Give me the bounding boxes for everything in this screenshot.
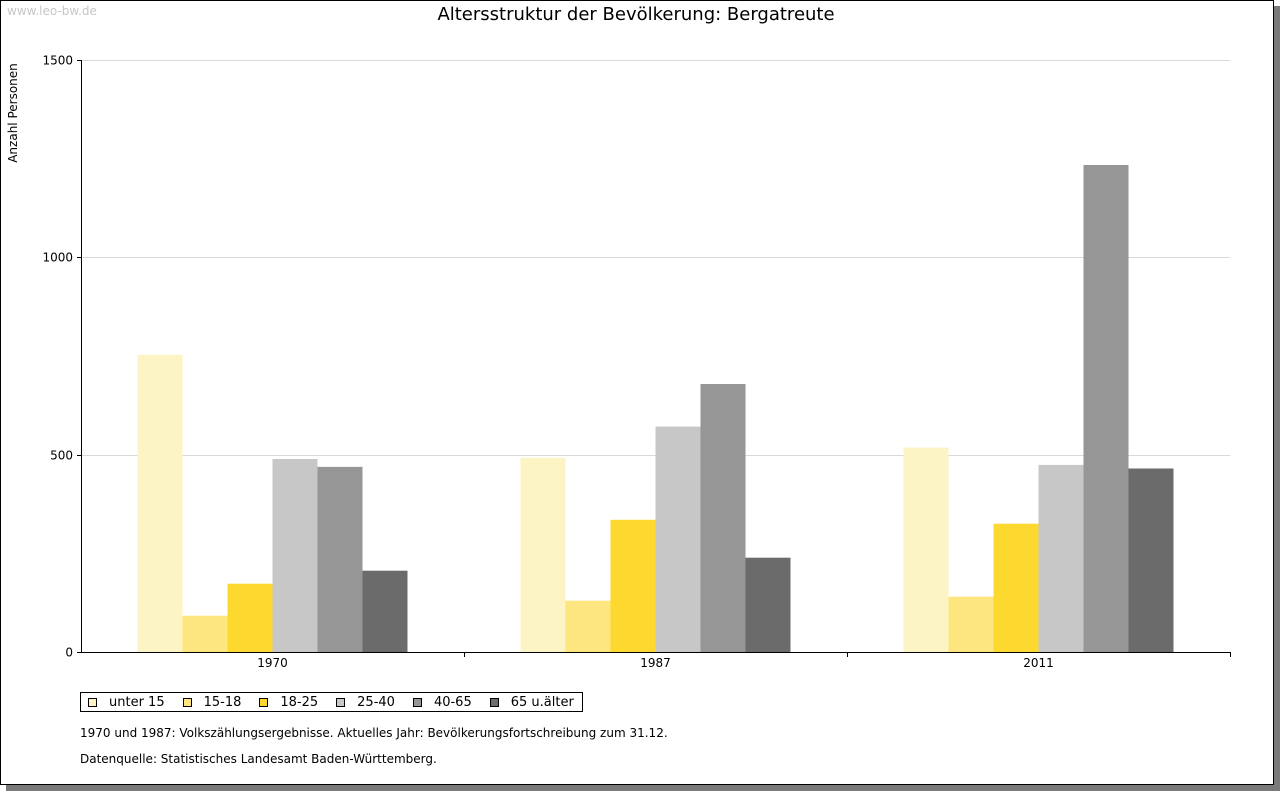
- bar-1970-15-18: [182, 615, 228, 652]
- bar-2011-18-25: [993, 523, 1039, 652]
- bar-1970-65-u-lter: [362, 570, 408, 652]
- bar-1970-unter-15: [137, 354, 183, 652]
- bar-2011-65-u-lter: [1128, 468, 1174, 652]
- legend-item-18-25: 18-25: [259, 695, 318, 710]
- bar-1987-40-65: [700, 384, 746, 652]
- legend-item-25-40: 25-40: [336, 695, 395, 710]
- legend-swatch: [336, 697, 346, 707]
- legend-swatch: [489, 697, 499, 707]
- legend-label: 25-40: [357, 694, 395, 710]
- bar-2011-unter-15: [903, 447, 949, 652]
- bar-1987-15-18: [565, 600, 611, 652]
- legend: unter 15 15-18 18-25 25-40 40-65 65 u.älter: [80, 692, 583, 712]
- y-tick-label-1000: 1000: [42, 251, 73, 265]
- legend-item-unter-15: unter 15: [88, 695, 165, 710]
- bar-1987-25-40: [655, 426, 701, 652]
- legend-item-40-65: 40-65: [412, 694, 472, 710]
- legend-item-15-18: 15-18: [182, 694, 242, 710]
- y-tick-label-1500: 1500: [42, 54, 73, 68]
- legend-swatch: [88, 697, 97, 707]
- bar-1987-65-u-lter: [745, 557, 791, 652]
- chart-title: Altersstruktur der Bevölkerung: Bergatre…: [437, 4, 835, 25]
- footnote-data-basis: 1970 und 1987: Volkszählungsergebnisse. …: [80, 726, 668, 740]
- legend-swatch: [182, 697, 192, 707]
- bar-1970-25-40: [272, 459, 318, 652]
- x-tick-label-2011: 2011: [1023, 656, 1054, 670]
- watermark: www.leo-bw.de: [7, 4, 97, 18]
- x-tick-label-1987: 1987: [640, 656, 671, 670]
- legend-label: 18-25: [280, 694, 319, 710]
- legend-label: 65 u.älter: [510, 694, 574, 710]
- legend-label: 40-65: [433, 694, 472, 710]
- bar-1987-18-25: [610, 519, 656, 652]
- bar-2011-15-18: [948, 596, 994, 652]
- legend-item-65-u-lter: 65 u.älter: [489, 694, 574, 710]
- bar-chart: 0 500 1000 1500 1970 1987 2011: [42, 54, 1231, 670]
- x-tick-label-1970: 1970: [257, 656, 288, 670]
- y-tick-label-500: 500: [50, 449, 73, 463]
- legend-swatch: [412, 697, 422, 707]
- legend-label: 15-18: [203, 694, 242, 710]
- bar-1987-unter-15: [520, 457, 566, 652]
- bar-1970-18-25: [227, 583, 273, 652]
- y-tick-label-0: 0: [65, 646, 73, 660]
- bar-2011-25-40: [1038, 464, 1084, 652]
- legend-swatch: [259, 697, 269, 707]
- bar-2011-40-65: [1083, 165, 1129, 652]
- legend-label: unter 15: [109, 694, 165, 710]
- footnote-data-source: Datenquelle: Statistisches Landesamt Bad…: [80, 752, 437, 766]
- bar-1970-40-65: [317, 466, 363, 652]
